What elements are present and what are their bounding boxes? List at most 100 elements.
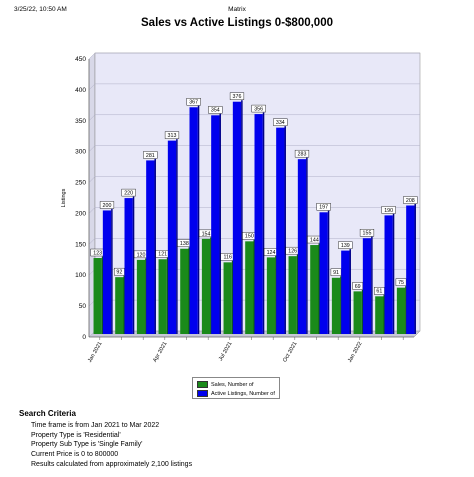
data-label-active-listings-box: [316, 203, 331, 211]
data-label-active-listings: 281: [146, 153, 155, 159]
bar-active-listings: [362, 238, 372, 334]
data-label-active-listings-box: [99, 201, 115, 209]
print-datetime: 3/25/22, 10:50 AM: [14, 6, 67, 13]
bar-sales-side: [318, 243, 320, 334]
bar-sales-side: [166, 257, 169, 334]
bar-active-listings: [189, 107, 198, 334]
data-label-active-listings: 367: [189, 100, 198, 106]
bar-active-listings-side: [414, 204, 416, 334]
y-tick-label: 450: [75, 56, 86, 63]
bar-active-listings-side: [306, 157, 308, 334]
chart-title: Sales vs Active Listings 0-$800,000: [141, 17, 333, 29]
data-label-active-listings-box: [294, 149, 310, 158]
gridline-y-side: [88, 207, 96, 214]
x-tick-label: Jan 2022: [347, 341, 364, 364]
data-label-active-listings-box: [164, 131, 180, 139]
data-label-active-listings: 155: [363, 231, 372, 237]
data-label-sales: 69: [355, 284, 361, 290]
x-tick-label: Jan 2021: [87, 341, 104, 364]
bar-sales-side: [188, 247, 190, 334]
bar-sales: [115, 277, 124, 334]
bar-active-listings: [124, 198, 133, 334]
y-tick-label: 200: [75, 210, 86, 217]
gridline-y-side: [88, 145, 96, 152]
bar-active-listings-side: [154, 158, 156, 334]
criteria-item: Time frame is from Jan 2021 to Mar 2022: [31, 422, 160, 429]
bar-sales: [245, 241, 254, 334]
criteria-list: Time frame is from Jan 2021 to Mar 2022 …: [19, 421, 192, 459]
bar-sales-side: [101, 256, 104, 334]
data-label-sales: 92: [116, 270, 122, 276]
data-label-active-listings-box: [381, 206, 396, 214]
data-label-sales-box: [330, 268, 342, 276]
data-label-sales-box: [374, 287, 385, 295]
data-label-active-listings-box: [403, 196, 418, 204]
data-label-active-listings: 313: [168, 133, 177, 139]
data-label-active-listings: 208: [406, 198, 415, 204]
data-label-active-listings: 376: [233, 94, 242, 100]
bar-sales-side: [123, 275, 125, 334]
chart-legend: Sales, Number of Active Listings, Number…: [192, 377, 280, 399]
bar-active-listings: [102, 210, 112, 334]
bar-active-listings: [297, 159, 307, 334]
data-label-sales: 154: [202, 231, 211, 237]
bar-active-listings: [341, 250, 350, 334]
legend-swatch-sales: [197, 381, 208, 388]
data-label-active-listings: 220: [124, 190, 133, 196]
bar-sales: [266, 257, 276, 334]
y-tick-label: 0: [82, 334, 86, 341]
bar-active-listings-side: [111, 208, 113, 334]
bar-active-listings: [146, 160, 155, 334]
bar-sales: [396, 287, 406, 334]
data-label-sales-box: [352, 282, 363, 290]
data-label-sales: 116: [223, 255, 231, 261]
y-tick-label: 300: [75, 149, 86, 156]
data-label-sales: 123: [93, 250, 102, 256]
bar-sales-side: [361, 289, 364, 334]
x-tick-label: Oct 2021: [282, 341, 298, 363]
bar-sales: [310, 245, 319, 334]
data-label-active-listings-box: [143, 151, 158, 159]
bar-active-listings-side: [327, 210, 330, 334]
data-label-active-listings-box: [359, 229, 375, 237]
gridline-y-side: [88, 176, 96, 183]
data-label-sales: 124: [267, 250, 276, 256]
bar-active-listings: [211, 115, 220, 334]
bar-sales: [201, 238, 211, 334]
data-label-sales: 138: [180, 241, 189, 247]
data-label-active-listings-box: [251, 104, 266, 113]
search-criteria-title: Search Criteria: [19, 409, 76, 418]
bar-sales-side: [253, 239, 255, 334]
criteria-item: Property Type is 'Residential': [31, 431, 121, 439]
bar-active-listings-side: [241, 100, 243, 335]
data-label-active-listings-box: [186, 98, 201, 106]
data-label-sales: 144: [310, 237, 319, 243]
bar-active-listings-side: [349, 249, 351, 334]
data-label-sales: 121: [158, 252, 167, 258]
y-axis-title: Listings: [61, 188, 67, 207]
bar-active-listings-side: [262, 112, 265, 335]
gridline-y-side: [88, 114, 96, 121]
bar-active-listings: [232, 101, 242, 335]
data-label-active-listings: 356: [254, 106, 263, 112]
bar-active-listings: [384, 215, 393, 334]
bar-active-listings-side: [132, 196, 135, 334]
data-label-active-listings: 334: [276, 120, 285, 126]
bar-active-listings: [254, 114, 263, 335]
bar-sales: [223, 262, 232, 334]
data-label-active-listings-box: [273, 118, 288, 126]
bar-active-listings-side: [371, 236, 373, 334]
data-label-sales: 91: [333, 270, 339, 276]
data-label-sales: 61: [376, 289, 382, 295]
data-label-sales: 126: [288, 249, 297, 255]
bar-sales-side: [296, 254, 299, 334]
bar-sales: [288, 256, 297, 334]
bar-sales-side: [210, 237, 212, 334]
y-tick-label: 350: [75, 118, 86, 125]
data-label-sales-box: [395, 278, 407, 286]
bar-sales: [180, 248, 189, 334]
bar-sales-side: [145, 258, 147, 334]
x-tick-label: Jul 2021: [218, 341, 234, 362]
data-label-active-listings: 190: [384, 208, 393, 214]
bar-chart: 0 50 100 150 200 250 300 350 400 450 Listings 123 20…: [61, 52, 421, 364]
